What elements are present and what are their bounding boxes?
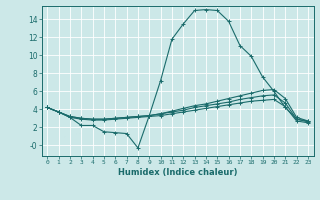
X-axis label: Humidex (Indice chaleur): Humidex (Indice chaleur) [118,168,237,177]
